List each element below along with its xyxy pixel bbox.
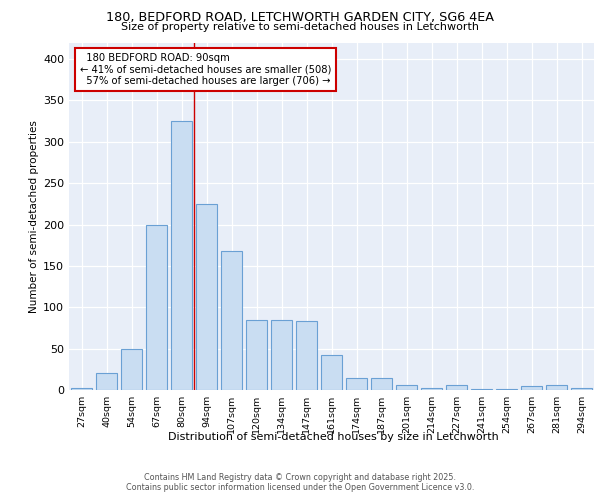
Bar xyxy=(371,378,392,390)
Bar xyxy=(571,388,592,390)
Bar xyxy=(296,322,317,390)
Bar xyxy=(421,388,442,390)
Bar xyxy=(496,389,517,390)
Bar xyxy=(346,378,367,390)
Bar xyxy=(471,389,492,390)
Bar xyxy=(221,251,242,390)
Bar xyxy=(396,385,417,390)
Bar xyxy=(521,386,542,390)
Bar xyxy=(96,374,117,390)
Bar xyxy=(271,320,292,390)
Text: 180, BEDFORD ROAD, LETCHWORTH GARDEN CITY, SG6 4EA: 180, BEDFORD ROAD, LETCHWORTH GARDEN CIT… xyxy=(106,11,494,24)
Bar xyxy=(171,121,192,390)
Text: Contains public sector information licensed under the Open Government Licence v3: Contains public sector information licen… xyxy=(126,484,474,492)
Text: Size of property relative to semi-detached houses in Letchworth: Size of property relative to semi-detach… xyxy=(121,22,479,32)
Bar xyxy=(446,385,467,390)
Text: Contains HM Land Registry data © Crown copyright and database right 2025.: Contains HM Land Registry data © Crown c… xyxy=(144,472,456,482)
Text: Distribution of semi-detached houses by size in Letchworth: Distribution of semi-detached houses by … xyxy=(167,432,499,442)
Bar xyxy=(246,320,267,390)
Bar xyxy=(196,204,217,390)
Bar xyxy=(146,224,167,390)
Text: 180 BEDFORD ROAD: 90sqm
← 41% of semi-detached houses are smaller (508)
  57% of: 180 BEDFORD ROAD: 90sqm ← 41% of semi-de… xyxy=(79,53,331,86)
Bar xyxy=(546,385,567,390)
Bar xyxy=(321,355,342,390)
Bar xyxy=(121,348,142,390)
Bar xyxy=(71,388,92,390)
Y-axis label: Number of semi-detached properties: Number of semi-detached properties xyxy=(29,120,39,312)
